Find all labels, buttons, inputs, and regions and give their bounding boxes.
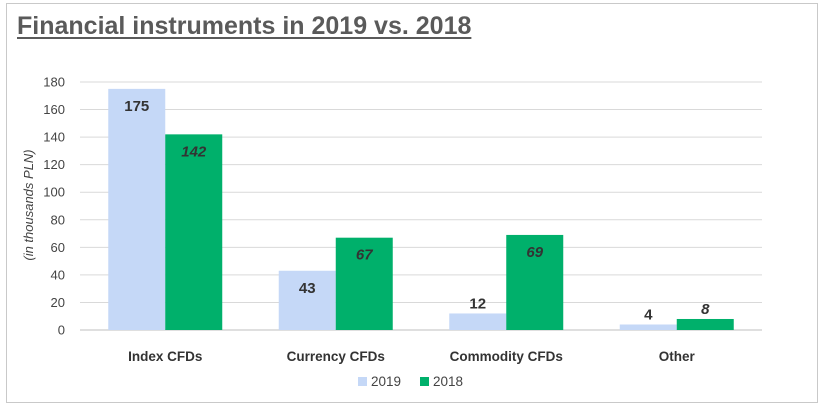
data-label: 175	[124, 98, 149, 115]
y-tick-label: 120	[43, 157, 65, 172]
bar-2019	[278, 270, 336, 330]
data-label: 69	[526, 244, 543, 261]
bar-2018	[335, 237, 393, 330]
bar-2018	[165, 134, 223, 330]
legend: 2019 2018	[358, 374, 463, 389]
y-axis-label: (in thousands PLN)	[21, 149, 36, 260]
y-tick-label: 100	[43, 185, 65, 200]
data-label: 8	[701, 301, 710, 318]
y-tick-label: 60	[51, 240, 65, 255]
y-tick-label: 140	[43, 130, 65, 145]
legend-swatch	[420, 377, 429, 386]
data-label: 43	[299, 280, 316, 297]
category-label: Index CFDs	[128, 349, 202, 364]
category-labels: Index CFDs Currency CFDs Commodity CFDs Oth…	[128, 349, 695, 364]
bar-2018	[506, 234, 564, 330]
category-label: Other	[659, 349, 696, 364]
y-tick-label: 20	[51, 295, 65, 310]
y-tick-label: 40	[51, 267, 65, 282]
legend-label: 2018	[433, 374, 463, 389]
data-labels: 175 142 43 67 12 69 4 8	[124, 98, 710, 324]
y-axis-ticks: 0 20 40 60 80 100 120 140 160 180	[43, 75, 65, 338]
y-tick-label: 160	[43, 102, 65, 117]
bar-2019	[108, 88, 166, 330]
bar-2019	[619, 324, 677, 330]
y-tick-label: 80	[51, 212, 65, 227]
category-label: Commodity CFDs	[450, 349, 563, 364]
data-label: 12	[469, 295, 486, 312]
y-tick-label: 180	[43, 75, 65, 90]
y-tick-label: 0	[58, 323, 65, 338]
bar-2018	[676, 318, 734, 330]
category-label: Currency CFDs	[287, 349, 385, 364]
bar-2019	[449, 313, 507, 330]
data-label: 4	[644, 306, 653, 323]
chart-title: Financial instruments in 2019 vs. 2018	[17, 12, 472, 40]
legend-label: 2019	[371, 374, 401, 389]
data-label: 67	[356, 247, 373, 264]
data-label: 142	[181, 143, 207, 160]
legend-swatch	[358, 377, 367, 386]
bars	[108, 88, 734, 330]
